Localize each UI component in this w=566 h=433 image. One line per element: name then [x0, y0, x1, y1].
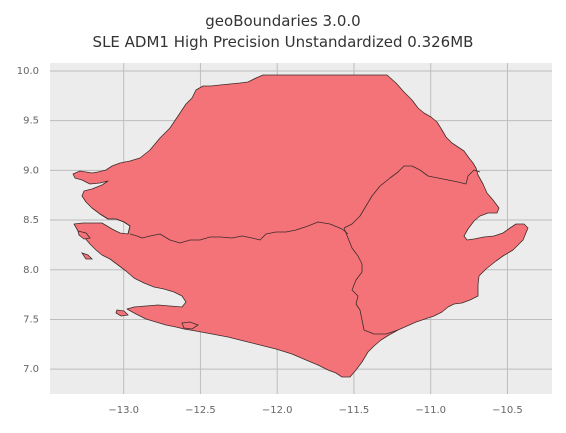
boundary-south-east	[343, 227, 399, 335]
island-1	[77, 230, 91, 240]
boundary-north-south	[129, 221, 349, 244]
y-tick-label: 7.0	[23, 364, 39, 375]
x-tick-label: −13.0	[108, 405, 139, 416]
x-tick-label: −11.0	[415, 405, 446, 416]
country-shape	[72, 74, 529, 378]
island-3	[181, 321, 199, 330]
x-axis: −13.0 −12.5 −12.0 −11.5 −11.0 −10.5	[108, 405, 522, 416]
y-tick-label: 8.5	[23, 215, 39, 226]
island-4	[81, 252, 93, 260]
y-tick-label: 8.0	[23, 265, 39, 276]
x-tick-label: −10.5	[492, 405, 523, 416]
island-2	[115, 309, 129, 317]
chart-title: geoBoundaries 3.0.0	[205, 12, 361, 30]
y-tick-label: 10.0	[17, 66, 39, 77]
y-axis: 10.0 9.5 9.0 8.5 8.0 7.5 7.0	[17, 66, 39, 375]
y-tick-label: 7.5	[23, 314, 39, 325]
boundary-western	[99, 213, 131, 235]
y-tick-label: 9.0	[23, 165, 39, 176]
y-tick-label: 9.5	[23, 116, 39, 127]
chart-subtitle: SLE ADM1 High Precision Unstandardized 0…	[92, 33, 474, 51]
x-tick-label: −11.5	[339, 405, 370, 416]
boundary-north-east	[343, 165, 481, 229]
x-tick-label: −12.5	[185, 405, 216, 416]
x-tick-label: −12.0	[262, 405, 293, 416]
adm1-boundaries	[99, 165, 481, 335]
